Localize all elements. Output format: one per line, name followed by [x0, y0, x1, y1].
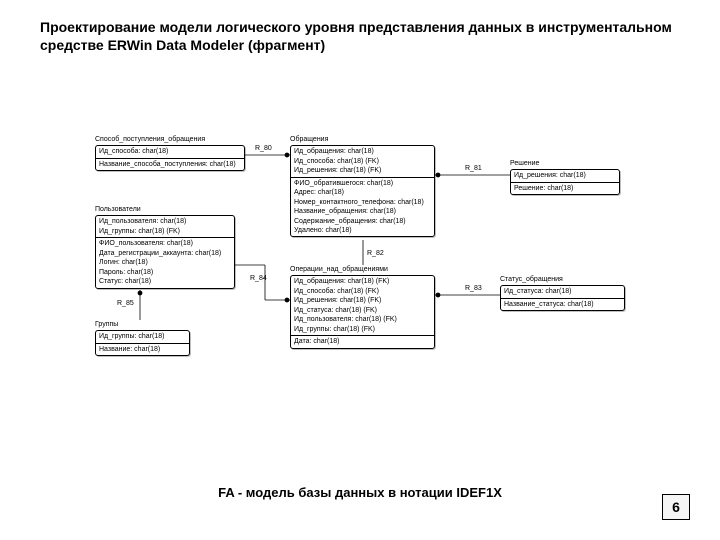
- entity-operations: Операции_над_обращениями Ид_обращения: c…: [290, 265, 435, 349]
- rel-r80: R_80: [255, 145, 272, 152]
- entity-name: Статус_обращения: [500, 275, 625, 284]
- entity-obrashcheniya: Обращения Ид_обращения: char(18) Ид_спос…: [290, 135, 435, 237]
- page-number: 6: [662, 494, 690, 520]
- page-title: Проектирование модели логического уровня…: [40, 18, 680, 54]
- rel-r85: R_85: [117, 300, 134, 307]
- entity-polzovateli: Пользователи Ид_пользователя: char(18) И…: [95, 205, 235, 289]
- entity-name: Способ_поступления_обращения: [95, 135, 245, 144]
- entity-reshenie: Решение Ид_решения: char(18) Решение: ch…: [510, 159, 620, 195]
- entity-sposob: Способ_поступления_обращения Ид_способа:…: [95, 135, 245, 171]
- entity-name: Группы: [95, 320, 190, 329]
- rel-r83: R_83: [465, 285, 482, 292]
- rel-r81: R_81: [465, 165, 482, 172]
- entity-name: Обращения: [290, 135, 435, 144]
- entity-name: Пользователи: [95, 205, 235, 214]
- entity-name: Операции_над_обращениями: [290, 265, 435, 274]
- er-diagram: Способ_поступления_обращения Ид_способа:…: [95, 135, 635, 445]
- entity-gruppy: Группы Ид_группы: char(18) Название: cha…: [95, 320, 190, 356]
- entity-status: Статус_обращения Ид_статуса: char(18) На…: [500, 275, 625, 311]
- rel-r84: R_84: [250, 275, 267, 282]
- entity-name: Решение: [510, 159, 620, 168]
- figure-caption: FA - модель базы данных в нотации IDEF1X: [0, 485, 720, 500]
- rel-r82: R_82: [367, 250, 384, 257]
